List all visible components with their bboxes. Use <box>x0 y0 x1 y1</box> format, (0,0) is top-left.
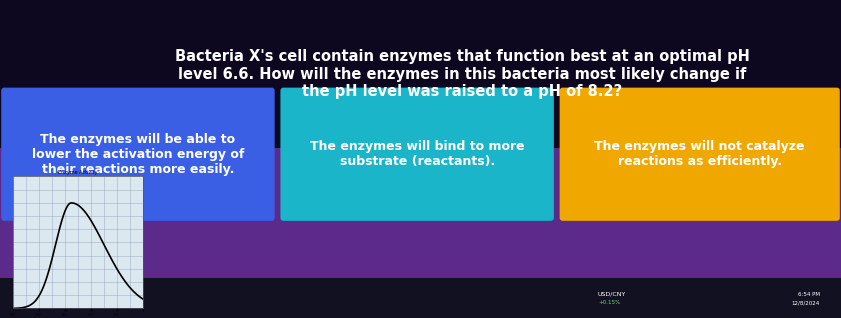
Bar <box>0 278 841 318</box>
Text: The enzymes will bind to more
substrate (reactants).: The enzymes will bind to more substrate … <box>309 140 525 168</box>
Text: Bacteria X's cell contain enzymes that function best at an optimal pH
level 6.6.: Bacteria X's cell contain enzymes that f… <box>175 49 750 99</box>
Title: Enzyme Activity: Enzyme Activity <box>58 170 98 176</box>
Text: The enzymes will be able to
lower the activation energy of
their reactions more : The enzymes will be able to lower the ac… <box>32 133 244 176</box>
FancyBboxPatch shape <box>280 88 554 221</box>
Text: 12/8/2024: 12/8/2024 <box>791 301 820 306</box>
FancyBboxPatch shape <box>559 88 840 221</box>
Text: +0.15%: +0.15% <box>598 301 620 306</box>
Text: USD/CNY: USD/CNY <box>598 292 627 296</box>
FancyBboxPatch shape <box>1 88 275 221</box>
Text: Mᶜ: Mᶜ <box>55 264 68 273</box>
Text: The enzymes will not catalyze
reactions as efficiently.: The enzymes will not catalyze reactions … <box>595 140 805 168</box>
Text: Jose: Jose <box>55 253 76 262</box>
Bar <box>0 0 841 148</box>
Text: 6:54 PM: 6:54 PM <box>798 293 820 298</box>
